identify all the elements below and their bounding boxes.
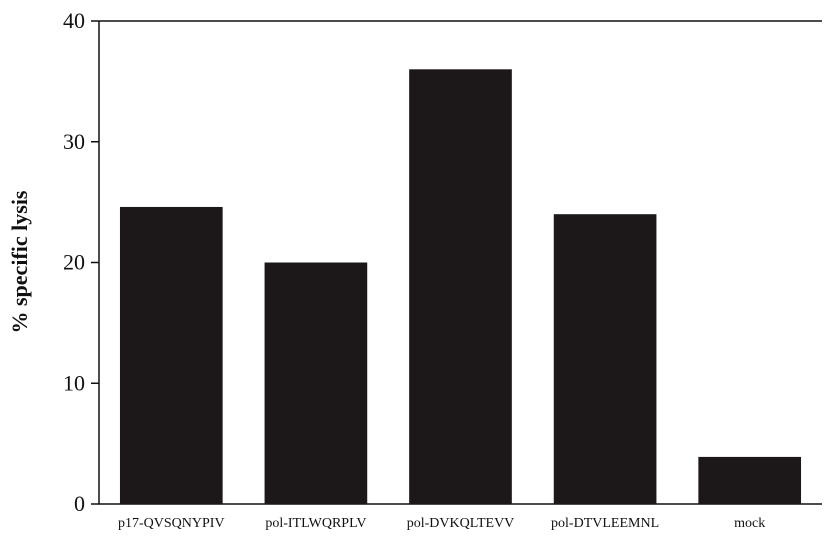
bar (409, 69, 512, 505)
y-tick-label: 20 (63, 250, 85, 275)
y-tick-label: 40 (63, 8, 85, 33)
y-axis-ticks: 0 10 20 30 40 (63, 8, 99, 516)
bar (264, 262, 368, 504)
x-category-label: pol-ITLWQRPLV (265, 516, 366, 531)
x-category-label: mock (734, 516, 765, 531)
bar (119, 206, 223, 504)
bars (119, 69, 802, 505)
y-tick-label: 10 (63, 370, 85, 395)
x-axis-labels: p17-QVSQNYPIV pol-ITLWQRPLV pol-DVKQLTEVV p… (118, 516, 765, 531)
x-category-label: pol-DTVLEEMNL (551, 516, 659, 531)
bar (698, 456, 802, 504)
x-category-label: pol-DVKQLTEVV (407, 516, 515, 531)
y-axis-title: % specific lysis (7, 190, 32, 333)
y-tick-label: 0 (74, 491, 85, 516)
y-tick-label: 30 (63, 129, 85, 154)
bar (553, 214, 657, 504)
x-category-label: p17-QVSQNYPIV (118, 516, 225, 531)
